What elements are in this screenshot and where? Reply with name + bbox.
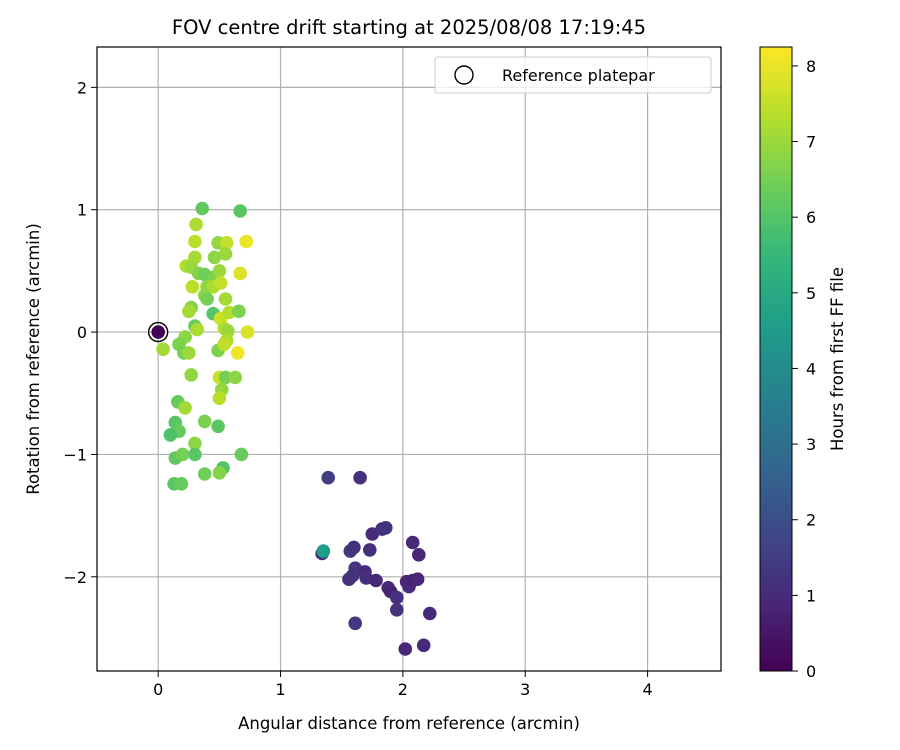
y-tick-label: 1 <box>77 201 87 220</box>
colorbar-tick-label: 7 <box>806 133 816 152</box>
colorbar-tick-label: 4 <box>806 359 816 378</box>
data-point <box>188 436 202 451</box>
data-point <box>348 616 363 631</box>
data-point <box>379 521 393 535</box>
data-point <box>353 470 367 485</box>
data-point <box>211 419 225 434</box>
data-point <box>197 414 212 429</box>
data-point <box>234 447 249 462</box>
data-point <box>218 370 233 385</box>
x-axis-ticks: 0 1 2 3 4 <box>153 671 653 699</box>
data-point <box>188 234 202 249</box>
y-axis-ticks: −2 −1 0 1 2 <box>63 78 97 587</box>
data-point <box>405 535 420 550</box>
data-point <box>217 337 231 352</box>
y-axis-label: Rotation from reference (arcmin) <box>24 223 43 495</box>
plot-frame <box>96 46 722 672</box>
data-point <box>213 276 228 290</box>
x-tick-label: 1 <box>275 680 285 699</box>
legend-label: Reference platepar <box>502 66 655 85</box>
scatter-points <box>151 201 437 656</box>
data-point <box>200 292 214 306</box>
data-point <box>410 572 425 586</box>
x-tick-label: 2 <box>398 680 408 699</box>
data-point <box>218 247 233 261</box>
reference-platepar-marker <box>147 321 169 343</box>
x-tick-label: 0 <box>153 680 163 699</box>
colorbar-tick-label: 6 <box>806 208 816 227</box>
colorbar-tick-label: 2 <box>806 511 816 530</box>
data-point <box>316 544 331 558</box>
data-point <box>212 391 227 406</box>
colorbar-tick-label: 3 <box>806 435 816 454</box>
data-point <box>188 447 202 462</box>
data-point <box>151 325 165 339</box>
data-point <box>207 250 222 265</box>
colorbar-tick-label: 1 <box>806 586 816 605</box>
data-point <box>390 590 404 605</box>
data-point <box>219 236 234 250</box>
y-tick-label: 0 <box>77 323 87 342</box>
data-point <box>218 292 233 306</box>
data-point <box>347 540 361 555</box>
data-point <box>369 573 383 588</box>
data-point <box>398 642 413 656</box>
legend-box <box>434 56 712 94</box>
y-tick-label: −2 <box>63 568 87 587</box>
data-point <box>197 467 212 481</box>
data-point <box>174 477 189 491</box>
data-point <box>240 325 255 339</box>
colorbar-bar <box>759 46 793 672</box>
data-point <box>390 603 404 617</box>
data-point <box>345 568 360 583</box>
legend: Reference platepar <box>434 56 712 94</box>
colorbar-tick-label: 5 <box>806 284 816 303</box>
data-point <box>163 428 178 442</box>
chart-title: FOV centre drift starting at 2025/08/08 … <box>172 16 646 39</box>
data-point <box>412 548 426 562</box>
reference-marker-group <box>147 321 169 343</box>
data-point <box>182 304 196 319</box>
data-point <box>232 304 246 319</box>
y-tick-label: 2 <box>77 78 87 97</box>
colorbar-label: Hours from first FF file <box>828 267 847 451</box>
data-point <box>212 264 227 278</box>
data-point <box>178 401 192 415</box>
data-point <box>185 280 200 294</box>
x-tick-label: 3 <box>520 680 530 699</box>
data-point <box>182 346 196 360</box>
data-point <box>195 201 209 216</box>
data-point <box>416 638 431 653</box>
data-point <box>239 234 254 249</box>
data-point <box>156 342 170 357</box>
data-point <box>363 543 377 557</box>
data-point <box>184 368 198 382</box>
data-point <box>230 346 245 360</box>
data-point <box>212 466 227 480</box>
data-point <box>321 470 336 485</box>
data-point <box>228 370 243 385</box>
data-point <box>175 447 190 462</box>
colorbar-tick-label: 8 <box>806 57 816 76</box>
data-point <box>233 204 247 218</box>
y-tick-label: −1 <box>63 445 87 464</box>
data-point <box>233 266 247 281</box>
data-point <box>190 322 205 337</box>
data-point <box>189 217 203 232</box>
x-axis-label: Angular distance from reference (arcmin) <box>238 714 580 733</box>
legend-marker <box>454 65 474 85</box>
colorbar-ticks: 0 1 2 3 4 5 6 7 8 <box>792 57 816 681</box>
x-tick-label: 4 <box>642 680 652 699</box>
data-point <box>423 606 437 621</box>
colorbar: 0 1 2 3 4 5 6 7 8 Hours from first FF file <box>759 46 847 681</box>
colorbar-tick-label: 0 <box>806 662 816 681</box>
